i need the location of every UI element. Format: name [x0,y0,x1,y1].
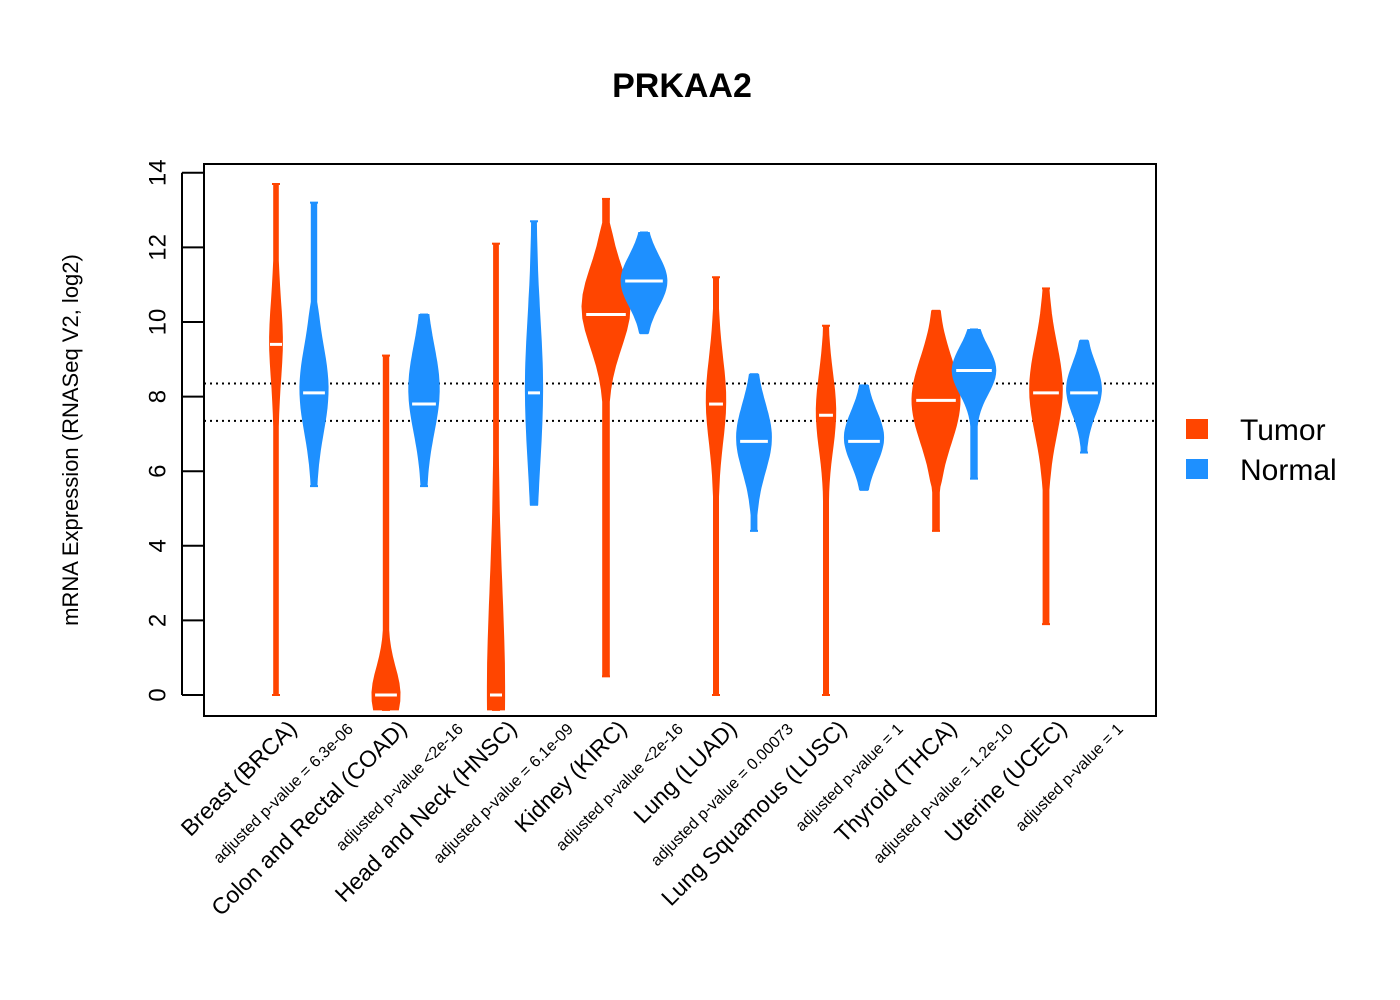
legend-label-normal: Normal [1240,454,1337,487]
x-category-label-breast-brca: Breast (BRCA) [176,715,302,841]
y-tick-label-2: 2 [144,614,171,627]
violin-tumor-thyroid-thca [911,310,961,532]
violin-tumor-breast-brca [269,183,283,696]
plot-frame [203,163,1157,717]
violin-normal-thyroid-thca [951,329,997,480]
violin-tumor-colon-and-rectal-coad [371,355,401,711]
y-tick-label-8: 8 [144,390,171,403]
violin-tumor-uterine-ucec [1029,287,1063,625]
legend-swatch-tumor [1186,419,1208,439]
violin-normal-lung-squamous-lusc [843,384,885,491]
violin-normal-kidney-kirc [620,232,668,334]
legend-label-tumor: Tumor [1240,414,1326,447]
y-tick-label-12: 12 [144,234,171,261]
y-tick-label-14: 14 [144,159,171,186]
violin-normal-breast-brca [299,202,329,487]
y-tick-label-10: 10 [144,309,171,336]
violin-normal-lung-luad [736,373,772,532]
violin-tumor-lung-luad [705,276,727,696]
y-tick-label-4: 4 [144,539,171,552]
violin-tumor-head-and-neck-hnsc [486,243,506,711]
legend: Tumor Normal [1186,414,1337,487]
y-tick-label-0: 0 [144,688,171,701]
legend-swatch-normal [1186,459,1208,479]
violin-tumor-lung-squamous-lusc [815,325,837,696]
violin-normal-colon-and-rectal-coad [408,314,440,487]
chart-title: PRKAA2 [612,67,752,105]
y-axis-label: mRNA Expression (RNASeq V2, log2) [58,254,83,626]
violin-normal-uterine-ucec [1066,340,1102,454]
y-tick-label-6: 6 [144,465,171,478]
violin-normal-head-and-neck-hnsc [524,220,544,506]
